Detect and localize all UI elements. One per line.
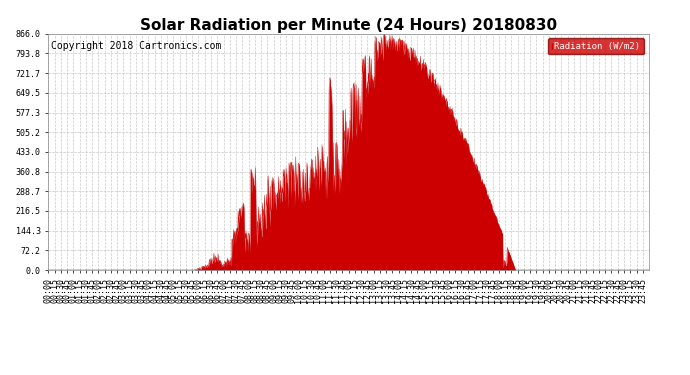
Title: Solar Radiation per Minute (24 Hours) 20180830: Solar Radiation per Minute (24 Hours) 20… [140,18,557,33]
Text: Copyright 2018 Cartronics.com: Copyright 2018 Cartronics.com [51,41,221,51]
Legend: Radiation (W/m2): Radiation (W/m2) [548,38,644,54]
